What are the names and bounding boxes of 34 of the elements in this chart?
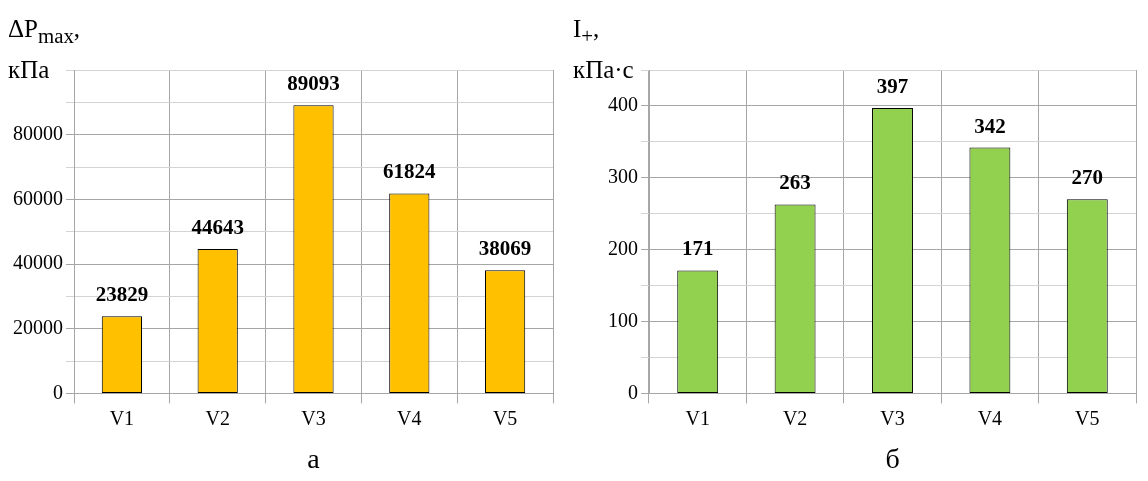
data-label: 89093 bbox=[287, 71, 340, 96]
y-tick-label: 300 bbox=[608, 165, 638, 188]
data-label: 270 bbox=[1071, 165, 1104, 190]
y-tick-label: 0 bbox=[53, 380, 63, 403]
data-label: 171 bbox=[681, 236, 714, 261]
data-label: 23829 bbox=[95, 282, 149, 307]
data-label: 397 bbox=[876, 74, 909, 99]
data-label: 263 bbox=[779, 170, 811, 195]
x-tick-label: V3 bbox=[301, 406, 326, 429]
x-tick-label: V4 bbox=[977, 406, 1003, 429]
y-axis-title: ΔP$_{max}$, кПа bbox=[8, 14, 82, 85]
y-tick-label: 100 bbox=[608, 308, 638, 331]
x-tick-label: V4 bbox=[397, 406, 422, 429]
x-tick-label: V1 bbox=[685, 406, 710, 429]
x-axis-title: б bbox=[885, 442, 900, 474]
y-tick-label: 80000 bbox=[13, 121, 63, 144]
data-label: 44643 bbox=[191, 214, 244, 239]
y-tick-label: 60000 bbox=[13, 186, 63, 209]
y-tick-label: 40000 bbox=[13, 251, 63, 274]
data-label: 342 bbox=[974, 113, 1006, 138]
y-tick-label: 20000 bbox=[13, 315, 63, 338]
x-tick-label: V2 bbox=[205, 406, 230, 429]
y-axis-title: I$_{+}$, кПа·с bbox=[573, 14, 635, 85]
x-tick-label: V1 bbox=[109, 406, 135, 429]
data-label: 38069 bbox=[478, 236, 532, 261]
x-tick-label: V5 bbox=[492, 406, 518, 429]
x-tick-label: V5 bbox=[1075, 406, 1100, 429]
x-axis-title: а bbox=[307, 442, 321, 474]
y-tick-label: 400 bbox=[608, 93, 638, 116]
data-label: 61824 bbox=[383, 159, 437, 184]
x-tick-label: V3 bbox=[880, 406, 905, 429]
x-tick-label: V2 bbox=[782, 406, 808, 429]
y-tick-label: 200 bbox=[608, 236, 638, 259]
y-tick-label: 0 bbox=[628, 380, 638, 403]
